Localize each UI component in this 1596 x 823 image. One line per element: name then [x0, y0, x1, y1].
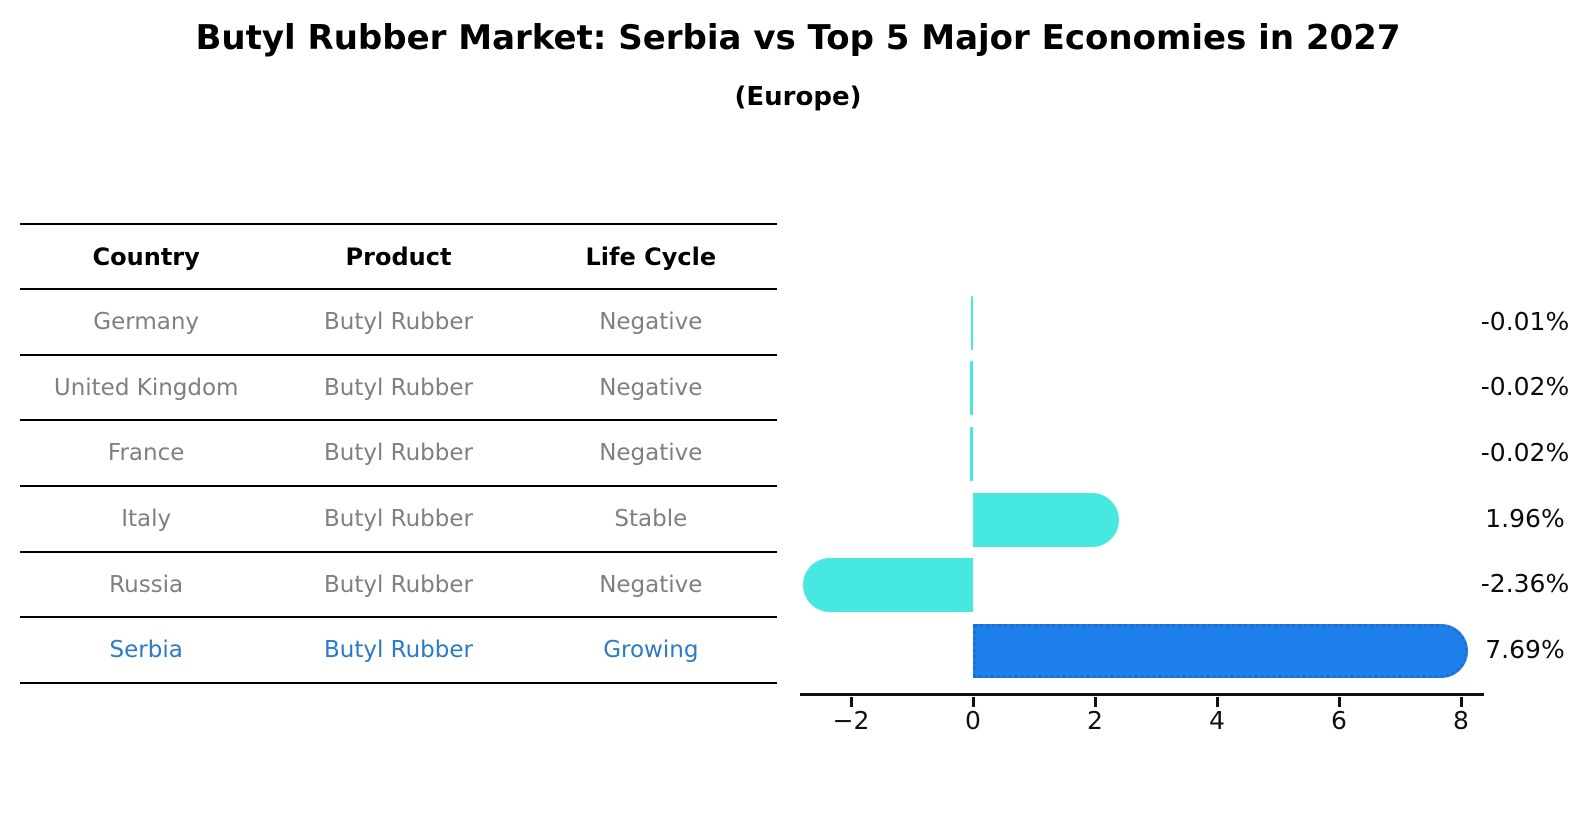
x-axis-tick-label: −2	[832, 706, 870, 735]
cell-product: Butyl Rubber	[323, 571, 473, 598]
x-axis-tick-label: 0	[965, 706, 981, 735]
bar-germany	[970, 295, 973, 350]
x-axis-tick	[1216, 697, 1219, 707]
cell-country: Germany	[93, 308, 200, 335]
cell-lifecycle: Negative	[599, 571, 703, 598]
table-row-serbia: Serbia Butyl Rubber Growing	[20, 618, 777, 685]
cell-product: Butyl Rubber	[323, 440, 473, 467]
column-header-product: Product	[345, 242, 452, 271]
chart-title: Butyl Rubber Market: Serbia vs Top 5 Maj…	[195, 18, 1401, 58]
x-axis-tick	[1094, 697, 1097, 707]
column-header-lifecycle: Life Cycle	[585, 242, 717, 271]
chart-subtitle: (Europe)	[734, 82, 862, 112]
bar-russia	[803, 558, 973, 613]
cell-country: United Kingdom	[53, 374, 239, 401]
value-label-united-kingdom: -0.02%	[1480, 372, 1570, 402]
table-row-france: France Butyl Rubber Negative	[20, 421, 777, 488]
table-row-russia: Russia Butyl Rubber Negative	[20, 553, 777, 619]
x-axis-tick-label: 4	[1209, 706, 1225, 735]
cell-product: Butyl Rubber	[323, 505, 473, 532]
bar-serbia	[973, 624, 1469, 678]
value-label-serbia: 7.69%	[1485, 635, 1565, 664]
value-label-russia: -2.36%	[1480, 569, 1570, 599]
bar-italy	[973, 492, 1119, 547]
cell-lifecycle: Negative	[599, 308, 703, 335]
cell-lifecycle: Growing	[603, 637, 699, 664]
x-axis-tick	[972, 697, 975, 707]
cell-lifecycle: Negative	[599, 440, 703, 467]
cell-lifecycle: Stable	[614, 505, 688, 532]
x-axis-tick-label: 2	[1087, 706, 1103, 735]
bar-france	[970, 426, 973, 481]
x-axis-tick	[850, 697, 853, 707]
value-label-france: -0.02%	[1480, 437, 1570, 467]
cell-lifecycle: Negative	[599, 374, 703, 401]
bar-united-kingdom	[970, 361, 973, 416]
x-axis-tick	[1338, 697, 1341, 707]
x-axis-tick	[1460, 697, 1463, 707]
x-axis-line	[800, 693, 1484, 696]
cell-product: Butyl Rubber	[323, 308, 473, 335]
cell-country: France	[107, 440, 185, 467]
table-row-germany: Germany Butyl Rubber Negative	[20, 290, 777, 356]
cell-country: Italy	[121, 505, 172, 532]
value-label-germany: -0.01%	[1480, 306, 1570, 336]
cell-country: Serbia	[109, 637, 183, 664]
table-header-row: Country Product Life Cycle	[20, 225, 777, 290]
table-row-italy: Italy Butyl Rubber Stable	[20, 487, 777, 553]
cell-country: Russia	[109, 571, 184, 598]
x-axis-tick-label: 8	[1453, 706, 1469, 735]
comparison-table: Country Product Life Cycle Germany Butyl…	[20, 223, 777, 685]
value-label-italy: 1.96%	[1485, 503, 1565, 533]
column-header-country: Country	[92, 242, 200, 271]
cell-product: Butyl Rubber	[323, 374, 473, 401]
table-row-united-kingdom: United Kingdom Butyl Rubber Negative	[20, 356, 777, 422]
x-axis-tick-label: 6	[1331, 706, 1347, 735]
cell-product: Butyl Rubber	[323, 637, 473, 664]
